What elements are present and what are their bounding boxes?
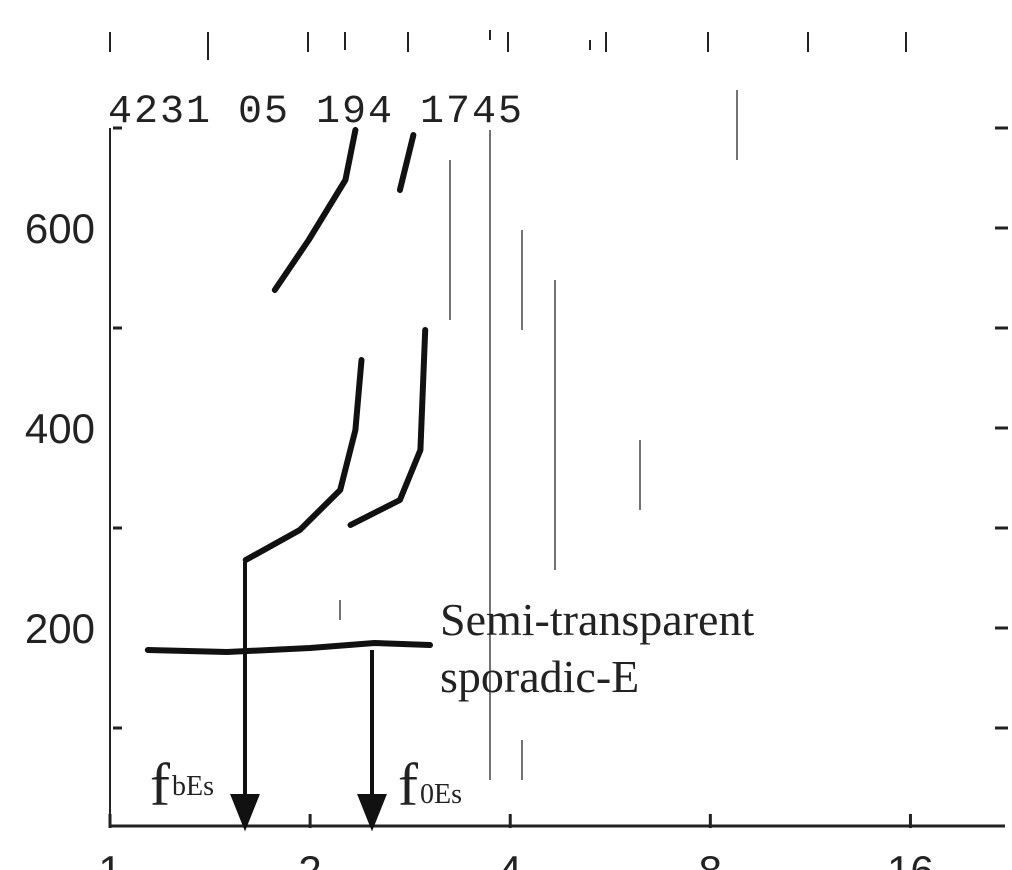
y-tick-label: 200 xyxy=(25,605,95,652)
x-tick-label: 16 xyxy=(887,847,934,870)
x-tick-label: 4 xyxy=(499,847,522,870)
trace xyxy=(242,357,365,563)
plot-area: 200 400 600 1 2 4 8 16 xyxy=(25,126,1008,870)
arrows xyxy=(230,562,387,832)
marker-symbol: f xyxy=(150,752,170,818)
marker-symbol: f xyxy=(398,752,418,818)
y-tick-label: 600 xyxy=(25,205,95,252)
annotation: sporadic-E xyxy=(440,651,639,702)
annotation: Semi-transparent xyxy=(440,594,754,645)
marker-subscript: 0Es xyxy=(420,779,462,810)
marker-subscript: bEs xyxy=(172,771,214,802)
header-code: 4231 05 194 1745 xyxy=(108,90,524,135)
x-tick-label: 8 xyxy=(699,847,722,870)
trace xyxy=(144,640,433,655)
x-tick-label: 1 xyxy=(98,847,121,870)
trace xyxy=(347,327,429,528)
header-ticks xyxy=(109,30,907,60)
y-tick-label: 400 xyxy=(25,405,95,452)
noise xyxy=(339,90,738,780)
trace xyxy=(396,132,417,193)
x-tick-label: 2 xyxy=(298,847,321,870)
trace xyxy=(271,127,359,293)
